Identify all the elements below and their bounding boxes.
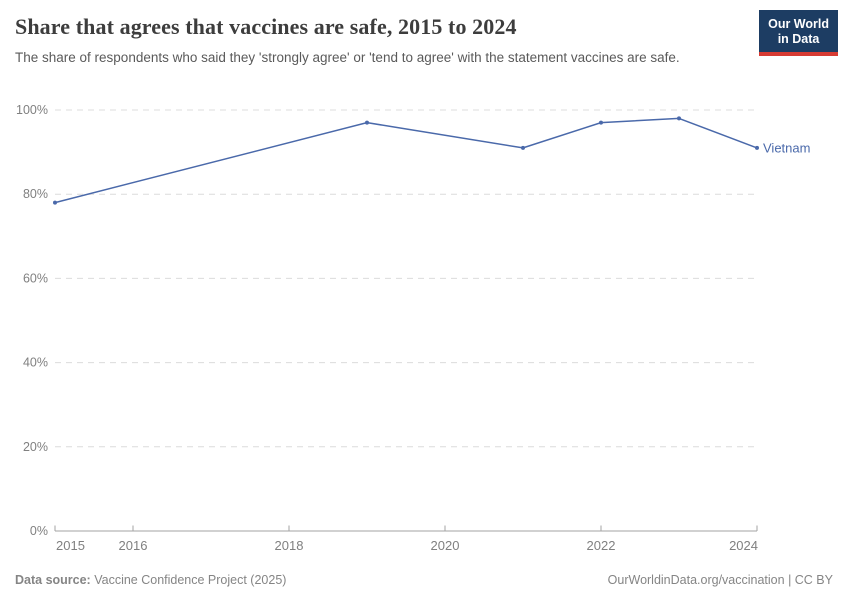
owid-logo-line1: Our World bbox=[768, 17, 829, 31]
data-point-vietnam-2021[interactable] bbox=[521, 145, 525, 150]
owid-logo-line2: in Data bbox=[777, 32, 820, 46]
x-axis-label-2015: 2015 bbox=[56, 538, 85, 553]
y-axis-label-20: 20% bbox=[23, 440, 48, 454]
data-point-vietnam-2019[interactable] bbox=[365, 120, 369, 125]
x-axis-label-2024: 2024 bbox=[729, 538, 758, 553]
data-point-vietnam-2024[interactable] bbox=[755, 145, 759, 150]
x-axis-label-2018: 2018 bbox=[275, 538, 304, 553]
credit-link[interactable]: OurWorldinData.org/vaccination | CC BY bbox=[607, 573, 833, 587]
y-axis-label-80: 80% bbox=[23, 187, 48, 201]
series-label-vietnam[interactable]: Vietnam bbox=[763, 140, 810, 155]
y-axis-label-60: 60% bbox=[23, 271, 48, 285]
chart-footer: Data source: Vaccine Confidence Project … bbox=[15, 573, 833, 587]
y-axis-label-40: 40% bbox=[23, 356, 48, 370]
data-source-text: Vaccine Confidence Project (2025) bbox=[90, 573, 287, 587]
x-axis-label-2016: 2016 bbox=[119, 538, 148, 553]
data-source: Data source: Vaccine Confidence Project … bbox=[15, 573, 286, 587]
series-line-vietnam[interactable] bbox=[54, 117, 758, 204]
owid-logo[interactable]: Our World in Data bbox=[759, 10, 838, 56]
x-axis-label-2022: 2022 bbox=[587, 538, 616, 553]
x-axis-label-2020: 2020 bbox=[431, 538, 460, 553]
chart-header: Share that agrees that vaccines are safe… bbox=[15, 14, 755, 67]
data-point-vietnam-2015[interactable] bbox=[53, 200, 57, 205]
chart-title: Share that agrees that vaccines are safe… bbox=[15, 14, 517, 39]
chart-subtitle: The share of respondents who said they '… bbox=[15, 50, 680, 65]
y-axis-label-0: 0% bbox=[30, 524, 48, 538]
data-point-vietnam-2023[interactable] bbox=[677, 116, 681, 121]
data-source-label: Data source: bbox=[15, 573, 91, 587]
data-point-vietnam-2022[interactable] bbox=[599, 120, 603, 125]
y-axis-label-100: 100% bbox=[16, 103, 48, 117]
